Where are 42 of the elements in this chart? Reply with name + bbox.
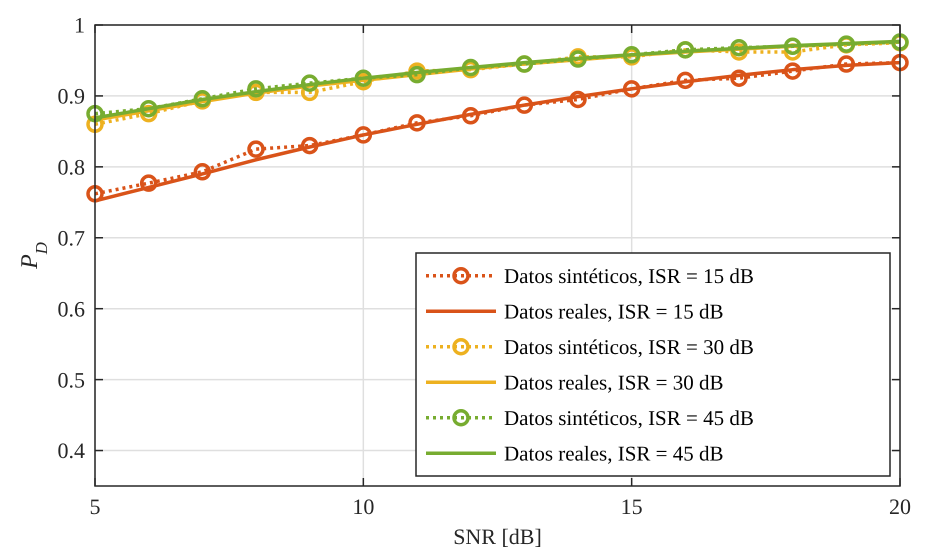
point: [516, 96, 534, 114]
point: [140, 100, 158, 118]
legend-label: Datos reales, ISR = 30 dB: [504, 370, 724, 395]
legend-label: Datos sintéticos, ISR = 45 dB: [504, 406, 754, 430]
x-tick-label: 20: [889, 494, 911, 519]
point: [838, 55, 856, 73]
point: [247, 140, 265, 158]
point: [247, 80, 265, 98]
point: [354, 69, 372, 87]
point: [569, 90, 587, 108]
x-tick-label: 15: [620, 494, 643, 519]
point: [300, 136, 318, 154]
y-tick-label: 1: [74, 12, 85, 38]
point: [784, 62, 802, 80]
point: [891, 54, 909, 72]
point: [730, 69, 748, 87]
x-tick-label: 10: [352, 494, 374, 519]
legend-label: Datos sintéticos, ISR = 15 dB: [504, 264, 754, 288]
point: [86, 185, 104, 203]
point: [622, 80, 640, 98]
point: [300, 74, 318, 92]
x-tick-label: 5: [90, 494, 100, 519]
point: [140, 174, 158, 192]
point: [408, 114, 426, 132]
y-tick-label: 0.8: [58, 154, 85, 180]
y-tick-label: 0.9: [58, 84, 85, 109]
point: [86, 104, 104, 122]
y-tick-label: 0.7: [58, 225, 85, 250]
legend-label: Datos sintéticos, ISR = 30 dB: [504, 335, 754, 360]
legend-label: Datos reales, ISR = 15 dB: [504, 300, 724, 324]
point: [462, 107, 480, 125]
x-axis-title: SNR [dB]: [453, 524, 542, 549]
y-tick-label: 0.5: [58, 367, 85, 392]
legend-label: Datos reales, ISR = 45 dB: [504, 442, 724, 466]
y-tick-label: 0.4: [58, 438, 85, 464]
point: [354, 126, 372, 144]
point: [408, 66, 426, 84]
point: [784, 38, 802, 56]
point: [194, 163, 212, 181]
point: [676, 72, 694, 90]
point: [730, 38, 748, 56]
y-tick-label: 0.6: [58, 296, 85, 322]
